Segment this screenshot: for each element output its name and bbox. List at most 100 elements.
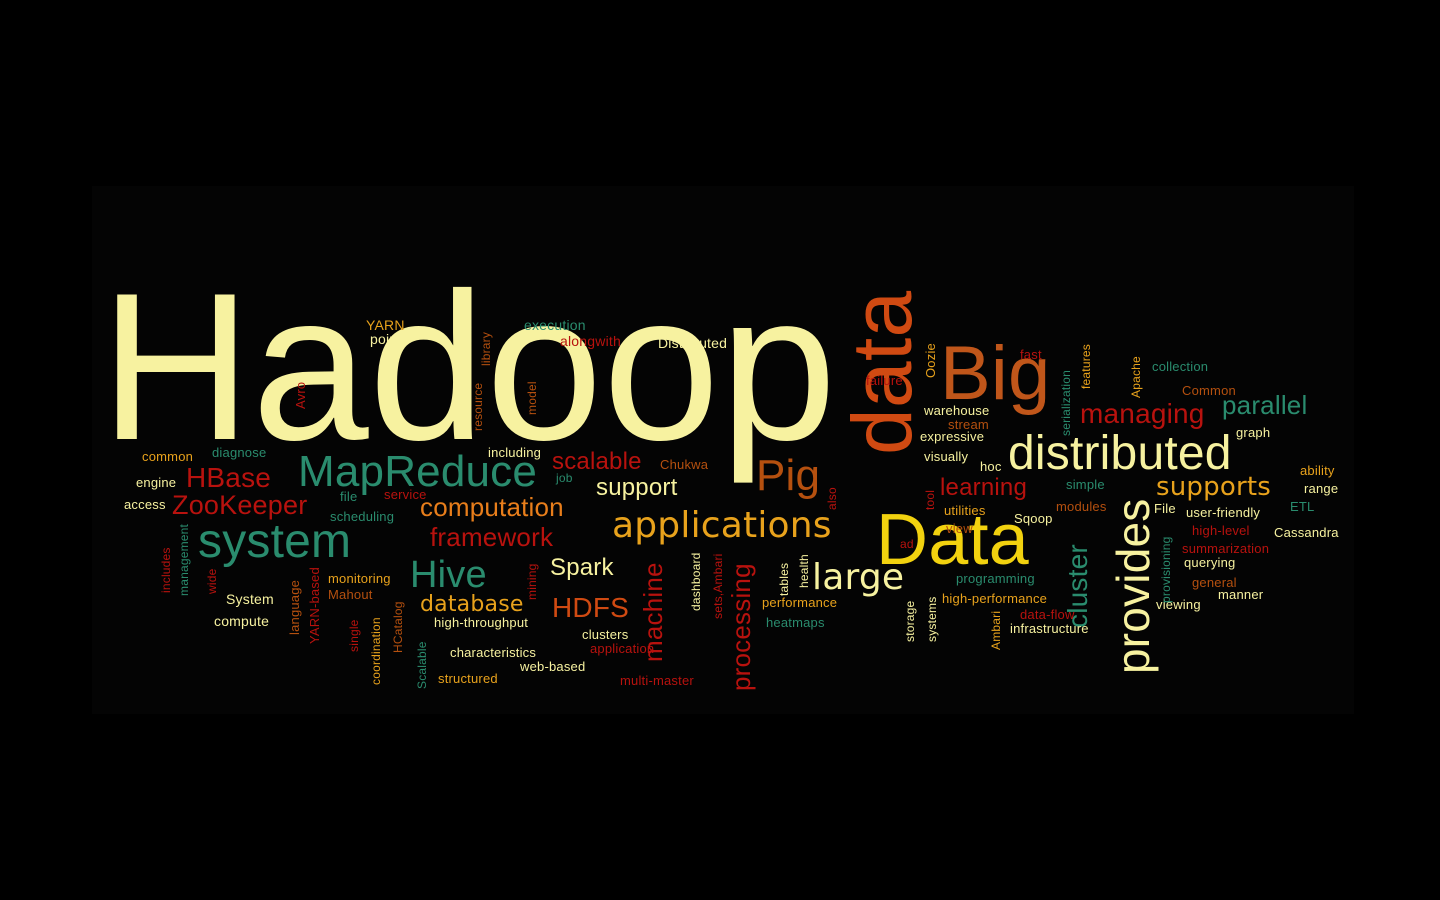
- word-apache: Apache: [1129, 355, 1143, 398]
- word-serialization: serialization: [1059, 369, 1073, 436]
- word-sqoop: Sqoop: [1014, 511, 1053, 526]
- word-provides: provides: [1107, 498, 1159, 675]
- word-hcatalog: HCatalog: [391, 601, 405, 653]
- word-file: file: [340, 489, 358, 504]
- word-chukwa: Chukwa: [660, 457, 709, 472]
- word-managing: managing: [1080, 398, 1205, 429]
- word-programming: programming: [956, 571, 1035, 586]
- word-large: large: [812, 557, 905, 598]
- word-service: service: [384, 487, 427, 502]
- word-model: model: [525, 381, 539, 415]
- word-manner: manner: [1218, 587, 1264, 602]
- word-computation: computation: [420, 492, 564, 522]
- word-systems: systems: [925, 596, 939, 643]
- word-scalable: scalable: [552, 448, 642, 475]
- word-simple: simple: [1066, 477, 1105, 492]
- word-common: common: [142, 449, 194, 464]
- word-file: File: [1154, 501, 1176, 516]
- word-alongwith: alongwith: [560, 333, 621, 349]
- word-provisioning: provisioning: [1159, 536, 1173, 604]
- word-system: system: [198, 515, 352, 568]
- word-web-based: web-based: [520, 659, 586, 674]
- word-database: database: [420, 592, 524, 617]
- word-general: general: [1192, 575, 1237, 590]
- word-framework: framework: [430, 522, 554, 552]
- word-ability: ability: [1300, 463, 1335, 478]
- word-mahout: Mahout: [328, 587, 373, 602]
- word-single: single: [347, 619, 361, 652]
- word-diagnose: diagnose: [212, 445, 267, 460]
- word-access: access: [124, 497, 166, 512]
- word-avro: Avro: [293, 381, 308, 409]
- word-fast: fast: [1020, 347, 1042, 362]
- word-data: Data: [876, 500, 1029, 580]
- word-sets-ambari: sets,Ambari: [711, 553, 725, 619]
- word-also: also: [825, 487, 839, 511]
- word-distributed: Distributed: [658, 335, 728, 351]
- word-applications: applications: [612, 505, 832, 546]
- word-hadoop: Hadoop: [100, 249, 837, 484]
- word-pig: Pig: [756, 451, 821, 500]
- word-spark: Spark: [550, 554, 614, 581]
- word-cloud-panel: [92, 186, 1354, 714]
- word-hdfs: HDFS: [552, 592, 630, 623]
- word-hbase: HBase: [186, 462, 272, 493]
- word-scheduling: scheduling: [330, 509, 395, 524]
- word-dashboard: dashboard: [689, 552, 703, 612]
- word-tool: tool: [923, 490, 937, 511]
- word-library: library: [479, 332, 493, 367]
- word-structured: structured: [438, 671, 498, 686]
- word-mining: mining: [525, 563, 539, 600]
- word-tables: tables: [777, 562, 791, 596]
- word-processing: processing: [726, 563, 756, 691]
- word-including: including: [488, 445, 542, 460]
- word-ad: ad: [900, 537, 914, 551]
- word-execution: execution: [524, 317, 586, 333]
- word-heatmaps: heatmaps: [766, 615, 825, 630]
- word-storage: storage: [903, 600, 917, 643]
- word-warehouse: warehouse: [924, 403, 990, 418]
- word-multi-master: multi-master: [620, 673, 694, 688]
- word-oozie: Oozie: [923, 342, 938, 378]
- word-wide: wide: [205, 568, 219, 595]
- word-management: management: [177, 523, 191, 596]
- word-big: Big: [940, 331, 1051, 416]
- word-stream: stream: [948, 417, 989, 432]
- word-etl: ETL: [1290, 499, 1315, 514]
- word-system: System: [226, 591, 274, 607]
- word-utilities: utilities: [944, 503, 986, 518]
- word-user-friendly: user-friendly: [1186, 505, 1261, 520]
- word-hoc: hoc: [980, 459, 1002, 474]
- word-modules: modules: [1056, 499, 1107, 514]
- word-clusters: clusters: [582, 627, 629, 642]
- word-yarn-based: YARN-based: [307, 566, 322, 644]
- word-infrastructure: infrastructure: [1010, 621, 1089, 636]
- word-support: support: [596, 474, 678, 501]
- word-parallel: parallel: [1222, 390, 1308, 420]
- word-range: range: [1304, 481, 1339, 496]
- word-distributed: distributed: [1008, 427, 1232, 480]
- word-data-flow: data-flow: [1020, 607, 1075, 622]
- word-high-performance: high-performance: [942, 591, 1048, 606]
- word-zookeeper: ZooKeeper: [172, 490, 308, 520]
- word-cassandra: Cassandra: [1274, 525, 1339, 540]
- word-learning: learning: [940, 474, 1027, 501]
- word-application: application: [590, 641, 655, 656]
- word-summarization: summarization: [1182, 541, 1270, 556]
- word-hive: Hive: [410, 554, 487, 596]
- word-engine: engine: [136, 475, 177, 490]
- word-compute: compute: [214, 613, 270, 629]
- word-graph: graph: [1236, 425, 1271, 440]
- word-resource: resource: [471, 382, 485, 431]
- word-high-level: high-level: [1192, 523, 1250, 538]
- word-job: job: [556, 471, 573, 485]
- word-language: language: [287, 580, 302, 636]
- word-health: health: [797, 553, 811, 588]
- word-visually: visually: [924, 449, 969, 464]
- word-failure: failure: [866, 373, 903, 388]
- word-expressive: expressive: [920, 429, 985, 444]
- word-includes: includes: [159, 547, 173, 593]
- word-mapreduce: MapReduce: [298, 447, 538, 496]
- word-characteristics: characteristics: [450, 645, 537, 660]
